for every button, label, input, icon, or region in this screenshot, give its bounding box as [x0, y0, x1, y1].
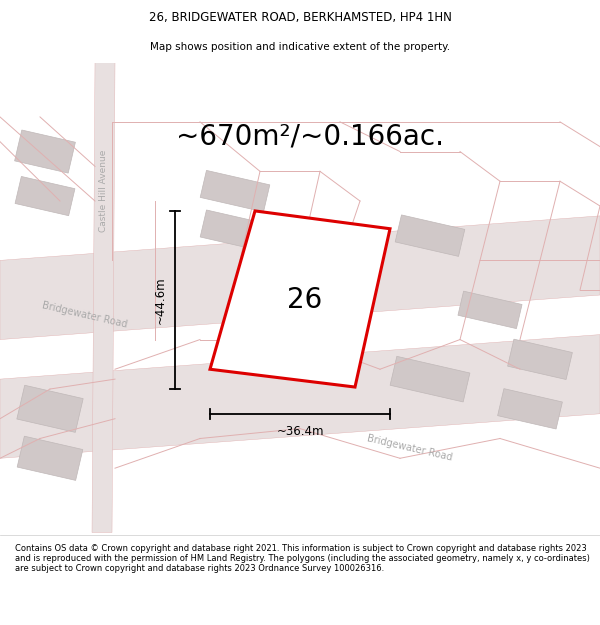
Bar: [15, 176, 75, 216]
Bar: [497, 389, 562, 429]
Text: 26: 26: [287, 286, 323, 314]
Polygon shape: [0, 334, 600, 458]
Bar: [14, 130, 76, 173]
Polygon shape: [210, 211, 390, 387]
Text: Bridgewater Road: Bridgewater Road: [41, 300, 128, 329]
Bar: [200, 210, 270, 251]
Text: ~44.6m: ~44.6m: [154, 276, 167, 324]
Bar: [395, 215, 465, 256]
Bar: [17, 436, 83, 481]
Text: ~670m²/~0.166ac.: ~670m²/~0.166ac.: [176, 122, 444, 151]
Bar: [200, 171, 270, 212]
Polygon shape: [92, 62, 115, 532]
Text: ~36.4m: ~36.4m: [276, 425, 324, 438]
Bar: [390, 356, 470, 402]
Bar: [17, 385, 83, 432]
Text: Bridgewater Road: Bridgewater Road: [367, 434, 454, 463]
Polygon shape: [0, 216, 600, 339]
Text: 26, BRIDGEWATER ROAD, BERKHAMSTED, HP4 1HN: 26, BRIDGEWATER ROAD, BERKHAMSTED, HP4 1…: [149, 11, 451, 24]
Text: Contains OS data © Crown copyright and database right 2021. This information is : Contains OS data © Crown copyright and d…: [15, 544, 590, 573]
Bar: [508, 339, 572, 379]
Text: Castle Hill Avenue: Castle Hill Avenue: [98, 150, 107, 232]
Bar: [458, 291, 522, 329]
Text: Map shows position and indicative extent of the property.: Map shows position and indicative extent…: [150, 42, 450, 52]
